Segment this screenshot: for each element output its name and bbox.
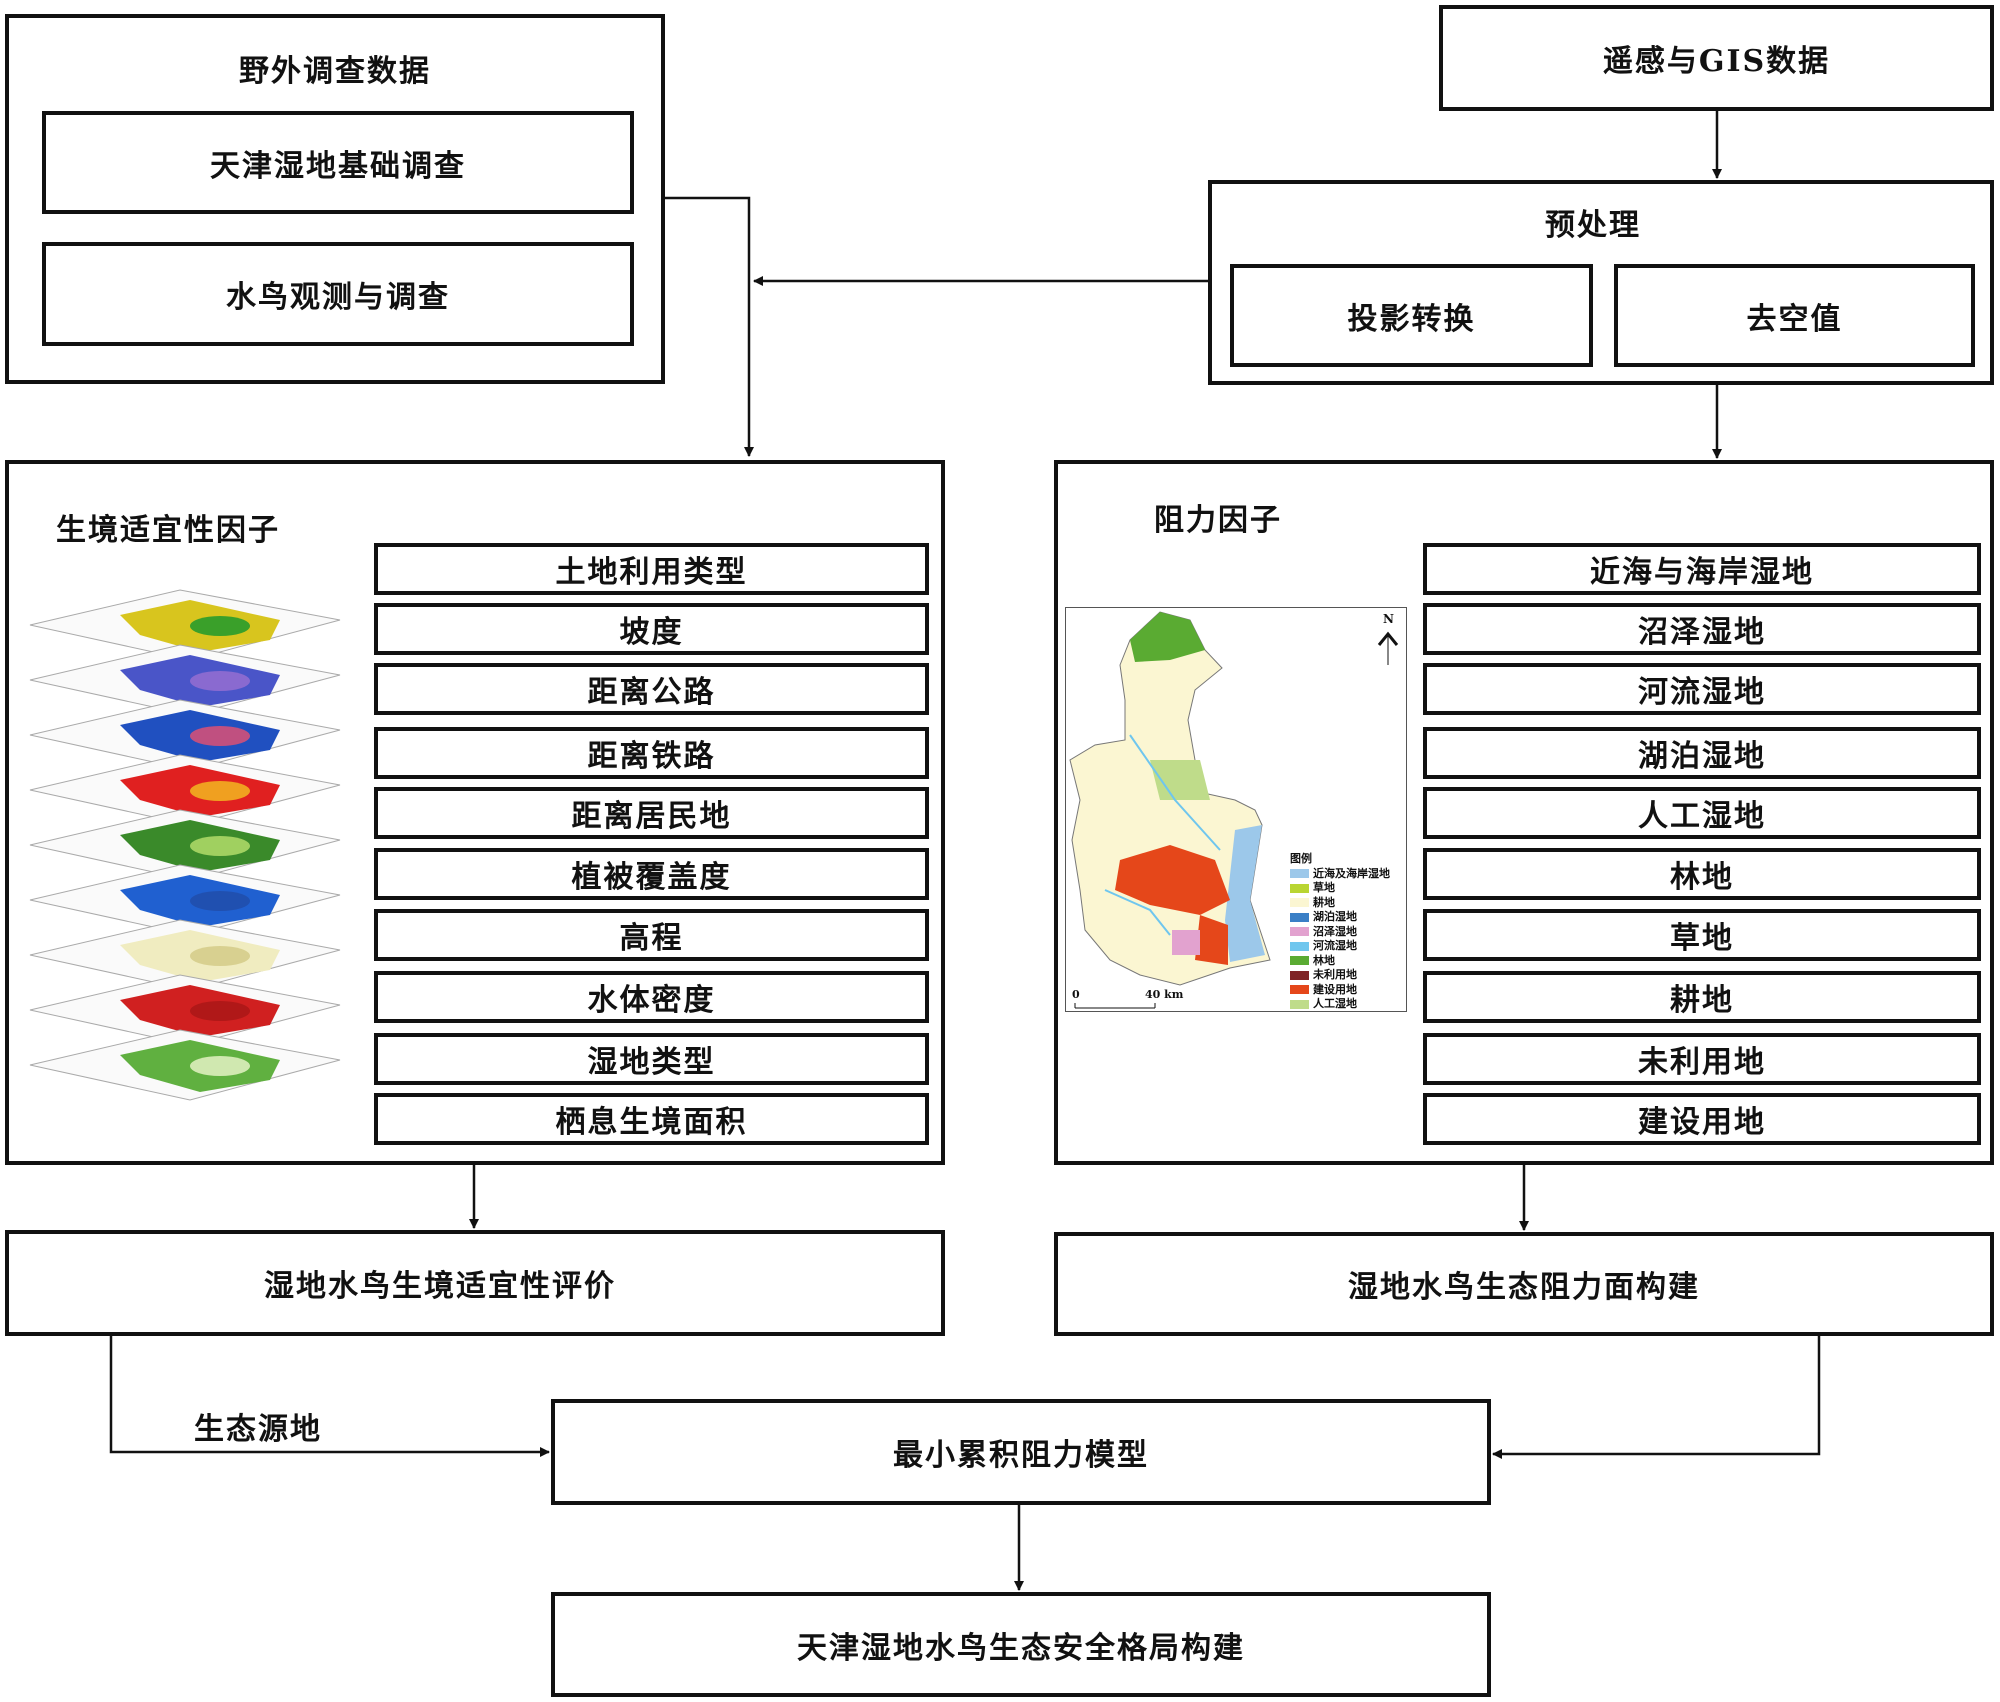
- factor-map-layer: [29, 589, 341, 661]
- north-label: N: [1383, 612, 1394, 626]
- factor-map-layer: [29, 919, 341, 991]
- legend-swatch: [1290, 941, 1309, 951]
- factor-map-layer: [29, 699, 341, 771]
- habitat-factor-box: 距离铁路: [374, 727, 929, 779]
- marsh-patch: [1172, 930, 1200, 955]
- arrow-surface-to-mcr: [1492, 1336, 1821, 1459]
- habitat-factor-box: 植被覆盖度: [374, 848, 929, 900]
- habitat-factor-box: 湿地类型: [374, 1033, 929, 1085]
- habitat-factors-title: 生境适宜性因子: [56, 513, 280, 548]
- habitat-factor-box: 高程: [374, 909, 929, 961]
- legend-swatch: [1290, 883, 1309, 893]
- legend-swatch: [1290, 869, 1309, 879]
- arrow-eval-to-mcr: [109, 1336, 550, 1457]
- factor-map-layer: [29, 1029, 341, 1101]
- resistance-factor-box: 人工湿地: [1423, 787, 1981, 839]
- forest-patch: [1130, 612, 1205, 662]
- legend-swatch: [1290, 898, 1309, 908]
- factor-map-layer: [29, 754, 341, 826]
- remove-null-box: 去空值: [1614, 264, 1975, 367]
- mcr-model-box: 最小累积阻力模型: [551, 1399, 1491, 1505]
- river-line: [1129, 734, 1221, 851]
- scale-end: 40 km: [1145, 988, 1184, 1001]
- legend-item: 未利用地: [1290, 968, 1390, 983]
- legend-swatch: [1290, 927, 1309, 937]
- waterbird-survey-box: 水鸟观测与调查: [42, 242, 634, 346]
- remote-sensing-box: 遥感与GIS数据: [1439, 5, 1994, 111]
- resistance-factor-box: 河流湿地: [1423, 663, 1981, 715]
- legend-title: 图例: [1290, 852, 1312, 865]
- resistance-factor-box: 建设用地: [1423, 1093, 1981, 1145]
- construction-patch-2: [1195, 915, 1228, 965]
- legend-item: 耕地: [1290, 896, 1390, 911]
- legend-item: 建设用地: [1290, 983, 1390, 998]
- legend-label: 草地: [1313, 881, 1335, 894]
- arrow-field-to-habitat: [665, 196, 754, 457]
- artificial-wetland-patch: [1150, 760, 1210, 800]
- legend-item: 河流湿地: [1290, 939, 1390, 954]
- field-survey-title: 野外调查数据: [239, 54, 431, 89]
- resistance-factor-box: 草地: [1423, 909, 1981, 961]
- construction-patch: [1115, 845, 1230, 915]
- legend-item: 沼泽湿地: [1290, 925, 1390, 940]
- resistance-factor-box: 湖泊湿地: [1423, 727, 1981, 779]
- habitat-evaluation-box: 湿地水鸟生境适宜性评价: [5, 1230, 945, 1336]
- resistance-factor-box: 耕地: [1423, 971, 1981, 1023]
- legend-swatch: [1290, 985, 1309, 995]
- legend-label: 耕地: [1313, 895, 1335, 909]
- legend-label: 近海及海岸湿地: [1313, 866, 1390, 880]
- legend-swatch: [1290, 956, 1309, 966]
- coastal-wetland-patch: [1225, 825, 1265, 962]
- legend-label: 建设用地: [1313, 982, 1357, 996]
- habitat-factor-box: 距离公路: [374, 663, 929, 715]
- projection-box: 投影转换: [1230, 264, 1593, 367]
- legend-item: 人工湿地: [1290, 997, 1390, 1012]
- north-arrow-icon: [1377, 631, 1399, 665]
- habitat-factor-box: 水体密度: [374, 971, 929, 1023]
- wetland-basic-survey-box: 天津湿地基础调查: [42, 111, 634, 214]
- legend-label: 湖泊湿地: [1313, 910, 1357, 923]
- river-line-2: [1104, 889, 1171, 936]
- resistance-factor-box: 林地: [1423, 848, 1981, 900]
- legend-item: 林地: [1290, 954, 1390, 969]
- legend-item: 湖泊湿地: [1290, 910, 1390, 925]
- resistance-factor-box: 近海与海岸湿地: [1423, 543, 1981, 595]
- habitat-factor-box: 土地利用类型: [374, 543, 929, 595]
- legend-label: 人工湿地: [1313, 997, 1357, 1010]
- legend-item: 草地: [1290, 881, 1390, 896]
- legend-swatch: [1290, 912, 1309, 922]
- legend-item: 近海及海岸湿地: [1290, 867, 1390, 882]
- ecological-source-label: 生态源地: [194, 1412, 322, 1447]
- factor-map-layer: [29, 974, 341, 1046]
- legend-label: 河流湿地: [1313, 939, 1357, 952]
- habitat-factor-box: 坡度: [374, 603, 929, 655]
- scale-start: 0: [1072, 988, 1080, 1001]
- legend-label: 未利用地: [1313, 968, 1357, 981]
- resistance-surface-box: 湿地水鸟生态阻力面构建: [1054, 1232, 1994, 1336]
- habitat-factor-box: 距离居民地: [374, 787, 929, 839]
- resistance-factor-box: 未利用地: [1423, 1033, 1981, 1085]
- factor-map-layer: [29, 864, 341, 936]
- legend-swatch: [1290, 999, 1309, 1009]
- security-pattern-box: 天津湿地水鸟生态安全格局构建: [551, 1592, 1491, 1697]
- map-legend: 图例 近海及海岸湿地 草地 耕地 湖泊湿地 沼泽湿地 河流湿地 林地 未利用地 建设用地 人工湿地: [1290, 852, 1390, 1012]
- resistance-factor-box: 沼泽湿地: [1423, 603, 1981, 655]
- legend-label: 林地: [1313, 953, 1335, 967]
- factor-map-layer: [29, 809, 341, 881]
- factor-map-layer: [29, 644, 341, 716]
- habitat-factor-box: 栖息生境面积: [374, 1093, 929, 1145]
- legend-swatch: [1290, 970, 1309, 980]
- preprocessing-title: 预处理: [1545, 208, 1641, 243]
- resistance-factors-title: 阻力因子: [1154, 503, 1282, 538]
- legend-label: 沼泽湿地: [1313, 924, 1357, 938]
